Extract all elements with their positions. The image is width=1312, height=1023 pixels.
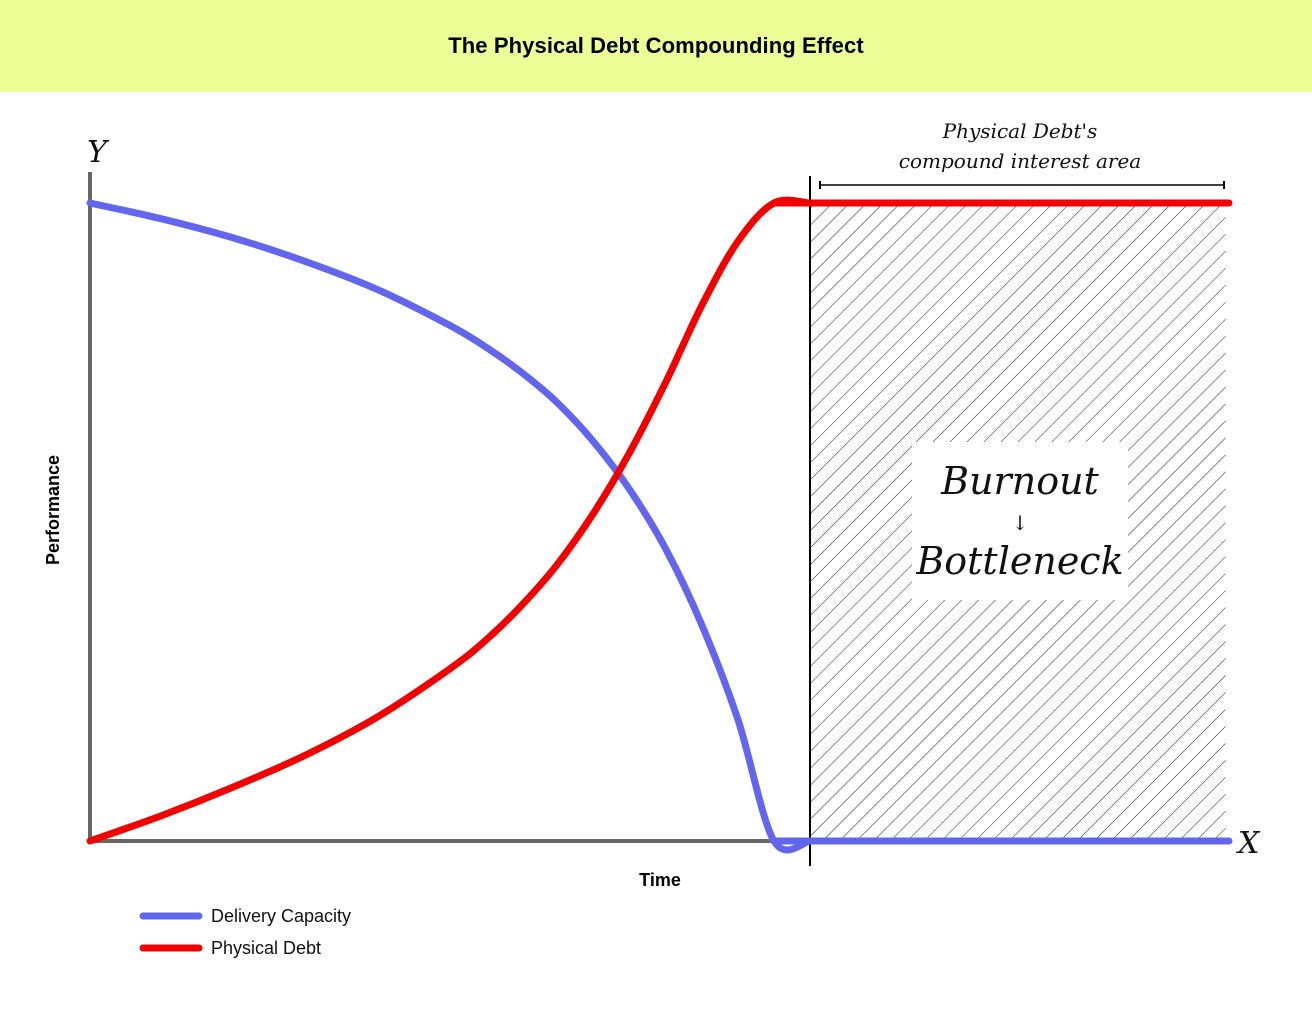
series-line-physical-debt <box>86 196 814 845</box>
region-label-line2: compound interest area <box>899 149 1141 173</box>
x-axis-letter: X <box>1236 826 1261 861</box>
legend: Delivery Capacity Physical Debt <box>139 906 351 958</box>
x-axis-title: Time <box>639 870 681 890</box>
series-layer <box>86 196 1233 854</box>
chart-title: The Physical Debt Compounding Effect <box>448 33 864 58</box>
legend-label: Delivery Capacity <box>211 906 351 926</box>
y-axis-letter: Y <box>87 135 110 170</box>
bottleneck-label: Bottleneck <box>915 539 1123 583</box>
series-line-delivery-capacity <box>86 199 814 854</box>
burnout-label: Burnout <box>940 459 1099 503</box>
region-label-line1: Physical Debt's <box>942 119 1098 143</box>
burnout-label-box <box>912 442 1128 600</box>
legend-label: Physical Debt <box>211 938 321 958</box>
y-axis-title: Performance <box>43 455 63 565</box>
down-arrow-icon: ↓ <box>1012 511 1029 535</box>
title-banner: The Physical Debt Compounding Effect <box>0 0 1312 92</box>
